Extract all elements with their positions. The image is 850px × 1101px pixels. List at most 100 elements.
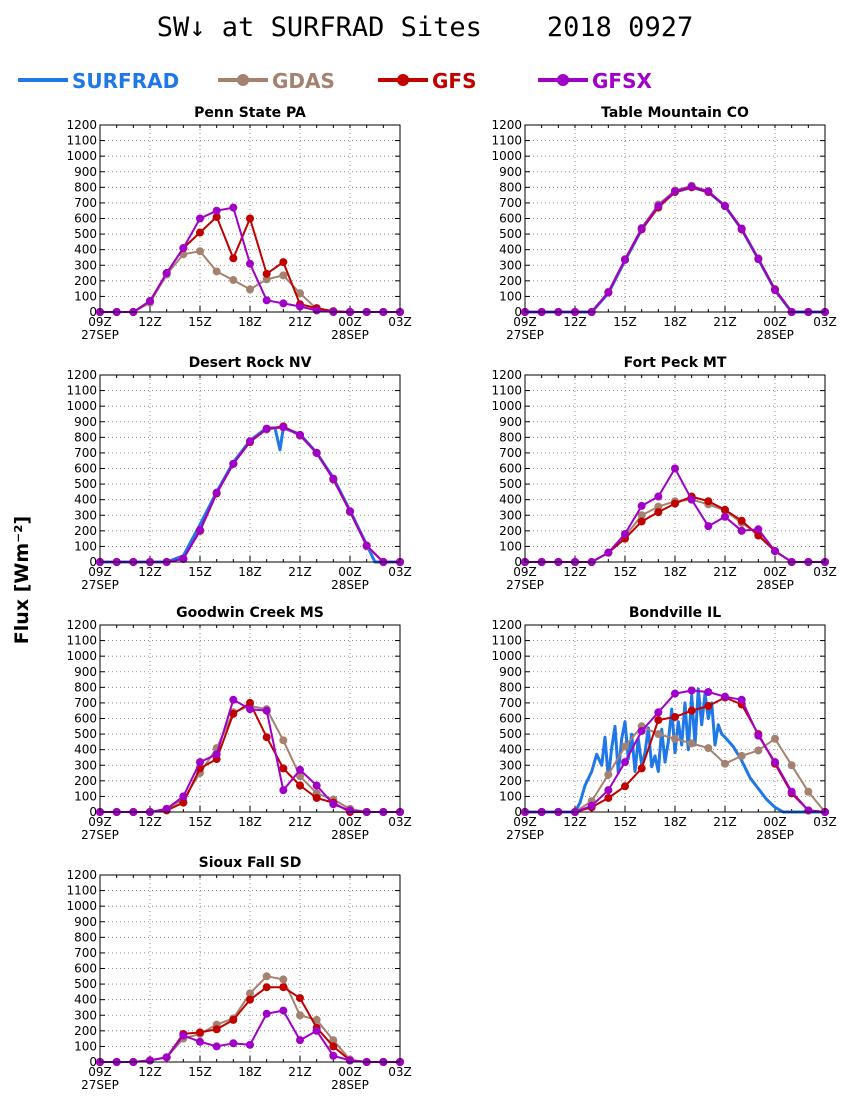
x-tick-label: 21Z bbox=[713, 815, 737, 829]
x-tick-label: 09Z bbox=[513, 815, 537, 829]
series-line-gfsx bbox=[100, 1009, 400, 1063]
x-tick-sublabel: 27SEP bbox=[81, 1078, 119, 1092]
data-point-gfs bbox=[637, 764, 646, 773]
x-tick-label: 03Z bbox=[388, 815, 412, 829]
data-point-gfs bbox=[737, 516, 746, 525]
data-point-gfsx bbox=[687, 182, 696, 191]
y-tick-label: 500 bbox=[499, 727, 522, 741]
plot-frame bbox=[524, 124, 826, 313]
data-point-gdas bbox=[637, 511, 646, 520]
x-tick-label: 12Z bbox=[138, 315, 162, 329]
y-tick-label: 1100 bbox=[66, 634, 97, 648]
y-tick-label: 900 bbox=[499, 165, 522, 179]
legend-item-gfsx: GFSX bbox=[538, 69, 652, 93]
y-tick-label: 1200 bbox=[491, 368, 522, 382]
y-axis-label: Flux [Wm⁻²] bbox=[2, 516, 42, 644]
data-point-gdas bbox=[296, 289, 304, 298]
data-point-gdas bbox=[687, 739, 696, 748]
data-point-gfsx bbox=[621, 529, 629, 538]
y-tick-label: 500 bbox=[74, 477, 97, 491]
y-tick-label: 900 bbox=[499, 665, 522, 679]
data-point-gfsx bbox=[279, 1006, 288, 1015]
y-tick-label: 800 bbox=[499, 680, 522, 694]
y-tick-label: 100 bbox=[74, 1039, 97, 1053]
x-tick-sublabel: 28SEP bbox=[756, 828, 794, 842]
y-tick-label: 300 bbox=[74, 758, 97, 772]
x-tick-label: 18Z bbox=[663, 315, 687, 329]
chart-panel-sioux-fall: Sioux Fall SD 0 100 200 300 400 500 600 700 800 90… bbox=[40, 847, 460, 1097]
chart-title: Bondville IL bbox=[629, 605, 721, 621]
x-tick-label: 03Z bbox=[388, 315, 412, 329]
y-tick-label: 300 bbox=[499, 758, 522, 772]
data-point-gdas bbox=[212, 267, 221, 276]
data-point-gfsx bbox=[279, 299, 288, 308]
x-tick-sublabel: 28SEP bbox=[756, 328, 794, 342]
data-point-gdas bbox=[246, 285, 254, 294]
x-tick-label: 09Z bbox=[88, 565, 112, 579]
x-tick-label: 00Z bbox=[338, 1065, 362, 1079]
data-point-gfsx bbox=[346, 1056, 354, 1065]
data-point-gfs bbox=[296, 994, 304, 1003]
data-point-gfs bbox=[687, 706, 696, 715]
x-tick-label: 21Z bbox=[713, 315, 737, 329]
data-point-gfsx bbox=[754, 255, 763, 264]
data-point-gfs bbox=[246, 698, 254, 707]
data-point-gfsx bbox=[687, 686, 696, 695]
x-tick-sublabel: 27SEP bbox=[81, 578, 119, 592]
y-tick-label: 600 bbox=[499, 712, 522, 726]
data-point-gfsx bbox=[737, 695, 746, 704]
legend-label-surfrad: SURFRAD bbox=[72, 69, 179, 93]
plot-frame bbox=[99, 374, 401, 563]
y-tick-label: 1000 bbox=[491, 649, 522, 663]
x-tick-label: 03Z bbox=[388, 1065, 412, 1079]
data-point-gfsx bbox=[687, 495, 696, 504]
y-tick-label: 900 bbox=[74, 165, 97, 179]
data-point-gfsx bbox=[246, 259, 254, 268]
y-tick-label: 400 bbox=[74, 743, 97, 757]
data-point-gfs bbox=[621, 782, 629, 791]
data-point-gfs bbox=[262, 733, 271, 742]
data-point-gfsx bbox=[296, 1036, 304, 1045]
data-point-gfsx bbox=[737, 224, 746, 233]
y-tick-label: 0 bbox=[89, 805, 97, 819]
data-point-gfsx bbox=[179, 792, 188, 801]
data-point-gdas bbox=[654, 730, 663, 739]
data-point-gfsx bbox=[262, 424, 271, 433]
y-tick-label: 200 bbox=[499, 274, 522, 288]
x-tick-sublabel: 28SEP bbox=[756, 578, 794, 592]
x-tick-label: 15Z bbox=[613, 315, 637, 329]
data-point-gfs bbox=[296, 781, 304, 790]
data-point-gfsx bbox=[754, 731, 763, 740]
data-point-gfsx bbox=[704, 522, 713, 531]
data-point-gfsx bbox=[621, 758, 629, 767]
data-point-gfsx bbox=[212, 206, 221, 215]
data-point-gfsx bbox=[721, 692, 729, 701]
data-point-gfsx bbox=[162, 804, 171, 813]
data-point-gfsx bbox=[262, 296, 271, 305]
data-point-gfsx bbox=[737, 526, 746, 535]
data-point-gfs bbox=[196, 1028, 204, 1037]
x-tick-label: 09Z bbox=[88, 1065, 112, 1079]
data-point-gfs bbox=[637, 517, 646, 526]
x-tick-label: 09Z bbox=[513, 315, 537, 329]
y-tick-label: 1100 bbox=[66, 134, 97, 148]
y-tick-label: 0 bbox=[89, 1055, 97, 1069]
x-tick-label: 03Z bbox=[388, 565, 412, 579]
data-point-gfsx bbox=[196, 758, 204, 767]
y-tick-label: 1000 bbox=[66, 149, 97, 163]
chart-panel-bondville: Bondville IL 0 100 200 300 400 500 600 700 800 900… bbox=[465, 597, 850, 847]
data-point-gfsx bbox=[146, 1056, 154, 1065]
data-point-gfsx bbox=[312, 306, 321, 315]
data-point-gfs bbox=[229, 254, 238, 263]
x-tick-label: 15Z bbox=[188, 315, 212, 329]
chart-title: Goodwin Creek MS bbox=[176, 605, 324, 621]
data-point-gfsx bbox=[312, 781, 321, 790]
data-point-gfsx bbox=[671, 689, 679, 698]
data-point-gfsx bbox=[771, 547, 779, 556]
series-surfrad bbox=[525, 687, 825, 814]
data-point-gfsx bbox=[704, 688, 713, 697]
y-tick-label: 1200 bbox=[66, 118, 97, 132]
plot-frame bbox=[99, 624, 401, 813]
series-gfsx bbox=[96, 1006, 404, 1066]
